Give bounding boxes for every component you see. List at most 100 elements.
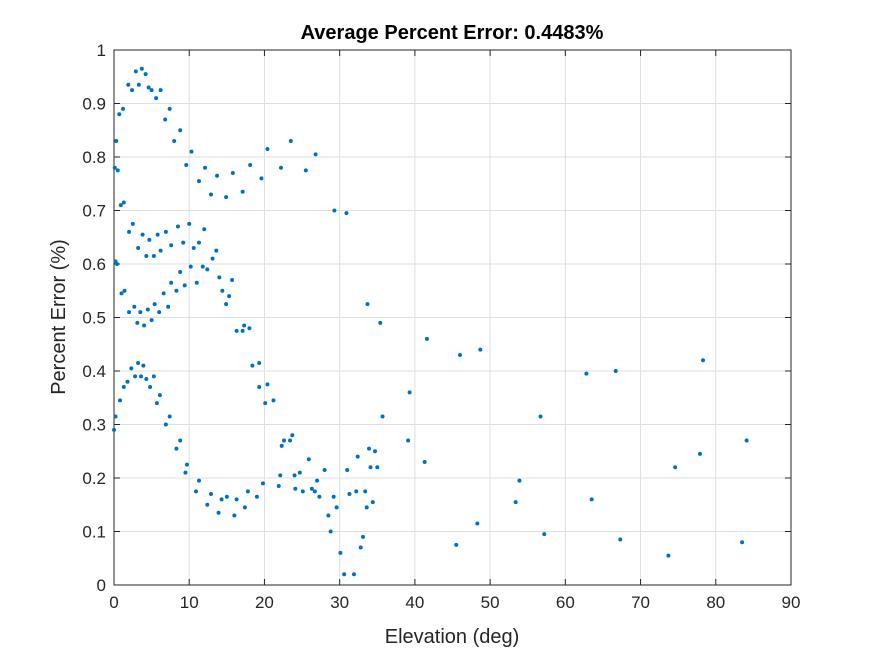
data-point [121, 200, 126, 205]
x-tick-label: 10 [180, 593, 199, 612]
data-point [161, 291, 166, 296]
data-point [209, 492, 214, 497]
data-point [240, 189, 245, 194]
data-point [118, 398, 123, 403]
data-point [172, 138, 177, 143]
data-point [312, 489, 317, 494]
data-point [169, 280, 174, 285]
data-point [169, 243, 174, 248]
data-point [187, 221, 192, 226]
data-point [313, 152, 318, 157]
data-point [422, 459, 427, 464]
data-point [112, 427, 116, 432]
data-point [178, 438, 183, 443]
data-point [230, 278, 235, 283]
data-point [234, 497, 239, 502]
data-point [219, 497, 224, 502]
x-tick-label: 30 [330, 593, 349, 612]
data-point [279, 443, 284, 448]
y-tick-label: 0.9 [82, 95, 106, 114]
data-point [112, 165, 117, 170]
data-point [271, 398, 276, 403]
data-point [542, 532, 547, 537]
data-point [257, 385, 262, 390]
data-point [157, 310, 162, 315]
x-tick-label: 20 [255, 593, 274, 612]
data-point [326, 513, 331, 518]
y-tick-label: 0.5 [82, 309, 106, 328]
data-point [197, 478, 202, 483]
data-point [618, 537, 623, 542]
data-point [189, 149, 194, 154]
data-point [142, 323, 147, 328]
data-point [144, 253, 149, 258]
data-point [407, 390, 412, 395]
data-point [145, 307, 150, 312]
data-point [202, 227, 207, 232]
data-point [151, 253, 156, 258]
y-tick-label: 0.6 [82, 255, 106, 274]
data-point [188, 264, 193, 269]
data-point [138, 310, 143, 315]
data-point [157, 393, 162, 398]
data-point [216, 510, 221, 515]
data-point [257, 360, 262, 365]
data-point [354, 489, 359, 494]
data-point [158, 248, 163, 253]
data-point [368, 465, 373, 470]
data-point [247, 326, 252, 331]
data-point [360, 534, 365, 539]
data-point [163, 117, 168, 122]
data-point [358, 545, 363, 550]
data-point [118, 203, 123, 208]
data-point [292, 473, 297, 478]
data-point [322, 467, 327, 472]
data-point [130, 88, 135, 93]
data-point [215, 173, 220, 178]
data-point [167, 414, 172, 419]
chart-title: Average Percent Error: 0.4483% [301, 22, 604, 44]
data-point [139, 66, 144, 71]
data-point [127, 229, 132, 234]
data-point [347, 492, 352, 497]
data-point [139, 374, 144, 379]
data-point [378, 320, 383, 325]
data-point [290, 433, 295, 438]
data-point [217, 275, 222, 280]
data-point [230, 171, 235, 176]
data-point [227, 294, 232, 299]
data-point [589, 497, 594, 502]
data-point [140, 232, 145, 237]
data-point [129, 366, 134, 371]
data-point [242, 505, 247, 510]
data-point [191, 245, 196, 250]
data-point [200, 264, 205, 269]
data-point [234, 328, 239, 333]
data-point [613, 369, 618, 373]
data-point [141, 363, 146, 368]
data-point [136, 82, 141, 87]
data-point [700, 358, 705, 363]
data-point [130, 221, 135, 226]
data-point [458, 352, 463, 357]
data-point [181, 240, 186, 245]
data-point [224, 494, 229, 499]
data-point [367, 446, 372, 451]
x-tick-label: 50 [481, 593, 500, 612]
data-point [232, 513, 237, 518]
data-point [334, 505, 339, 510]
data-point [147, 237, 152, 242]
data-point [117, 112, 122, 117]
data-point [166, 304, 171, 309]
data-point [478, 347, 483, 352]
data-point [163, 229, 168, 234]
data-point [136, 245, 141, 250]
data-point [373, 449, 378, 454]
data-point [365, 302, 370, 307]
data-point [121, 385, 126, 390]
data-point [740, 540, 745, 545]
x-axis-label: Elevation (deg) [385, 626, 520, 648]
data-point [250, 363, 255, 368]
data-point [315, 478, 320, 483]
